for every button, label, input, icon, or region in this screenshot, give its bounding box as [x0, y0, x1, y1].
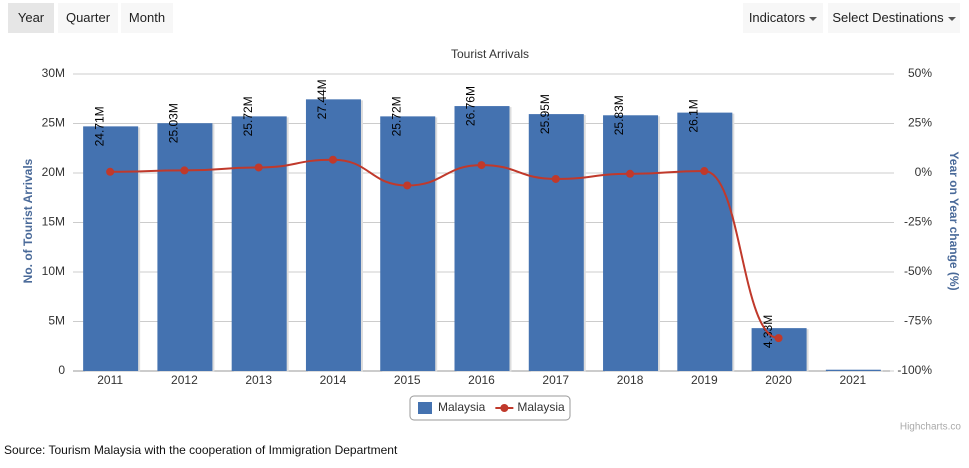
data-label: 27.44M [315, 79, 329, 119]
x-tick-label: 2018 [617, 373, 644, 387]
bar [603, 115, 659, 372]
period-button[interactable]: Month [121, 3, 173, 33]
x-tick-label: 2014 [320, 373, 347, 387]
bar [157, 123, 213, 371]
x-tick-label: 2017 [542, 373, 569, 387]
source-note: Source: Tourism Malaysia with the cooper… [4, 443, 398, 457]
legend: Malaysia Malaysia [409, 395, 571, 421]
y2-tick-label: -75% [904, 314, 932, 328]
x-tick-label: 2020 [765, 373, 792, 387]
line-point [328, 155, 337, 164]
data-label: 25.95M [538, 94, 552, 134]
x-tick-label: 2021 [840, 373, 867, 387]
line-point [774, 334, 783, 343]
bar-shadow [827, 370, 883, 372]
y-tick-label: 20M [42, 165, 65, 179]
y2-tick-label: 50% [908, 66, 932, 80]
y-tick-label: 0 [58, 363, 65, 377]
bar [83, 126, 139, 371]
x-tick-label: 2011 [97, 373, 123, 387]
legend-label: Malaysia [517, 400, 565, 414]
y-tick-label: 25M [42, 116, 65, 130]
bar [231, 116, 287, 371]
bar [454, 106, 510, 372]
data-label: 25.72M [241, 96, 255, 136]
chart: Tourist Arrivals No. of Tourist Arrivals… [21, 47, 962, 433]
y-tick-label: 15M [42, 215, 65, 229]
period-button[interactable]: Quarter [58, 3, 118, 33]
data-label: 25.03M [167, 103, 181, 143]
y2-tick-label: 25% [908, 116, 932, 130]
bar [677, 112, 733, 372]
x-tick-label: 2015 [394, 373, 421, 387]
line-point [626, 169, 635, 178]
bar [825, 369, 881, 371]
period-button[interactable]: Year [8, 3, 54, 33]
y2-tick-label: 0% [915, 165, 933, 179]
line-point [180, 166, 189, 175]
bar [380, 116, 436, 371]
dropdown[interactable]: Indicators [743, 3, 823, 33]
dropdown[interactable]: Select Destinations [828, 3, 960, 33]
legend-box [409, 395, 571, 421]
bar [305, 99, 361, 372]
data-label: 25.72M [389, 96, 403, 136]
y2-tick-label: -25% [904, 215, 932, 229]
y2-tick-label: -50% [904, 264, 932, 278]
y-tick-label: 30M [42, 66, 65, 80]
x-tick-label: 2016 [468, 373, 495, 387]
bar [528, 114, 584, 371]
legend-swatch [418, 402, 432, 414]
data-label: 26.1M [686, 99, 700, 132]
credits[interactable]: Highcharts.co [900, 422, 962, 433]
x-tick-label: 2012 [171, 373, 198, 387]
line-point [551, 174, 560, 183]
data-label: 26.76M [464, 86, 478, 126]
x-tick-label: 2019 [691, 373, 718, 387]
data-label: 24.71M [92, 106, 106, 146]
legend-swatch [500, 404, 509, 412]
chart-title: Tourist Arrivals [451, 47, 529, 61]
line-point [254, 163, 263, 172]
data-label: 25.83M [612, 95, 626, 135]
line-point [700, 167, 709, 176]
legend-label: Malaysia [438, 400, 486, 414]
y2-tick-label: -100% [897, 363, 932, 377]
x-tick-label: 2013 [245, 373, 272, 387]
line-point [106, 167, 115, 176]
line-point [477, 161, 486, 170]
y-tick-label: 10M [42, 264, 65, 278]
line-point [403, 181, 412, 190]
y-tick-label: 5M [48, 314, 65, 328]
y-axis-title: No. of Tourist Arrivals [21, 158, 35, 283]
y2-axis-title: Year on Year change (%) [947, 151, 961, 290]
